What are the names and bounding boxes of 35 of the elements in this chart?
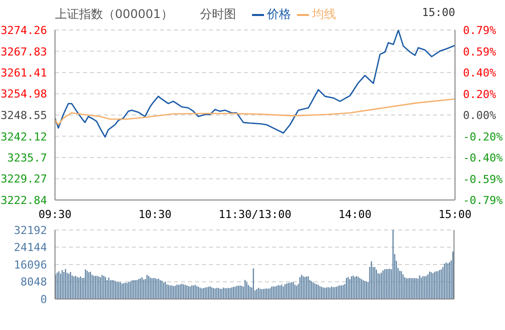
y2-tick-label: -0.20% (463, 130, 504, 144)
x-tick-label: 09:30 (38, 208, 72, 221)
x-tick-label: 15:00 (438, 208, 472, 221)
y-tick-label: 24144 (14, 241, 48, 254)
y2-tick-label: 0.00% (463, 109, 496, 122)
y-tick-label: 3222.84 (0, 194, 48, 207)
y-tick-label: 3267.83 (0, 45, 47, 58)
legend-label: 价格 (266, 6, 291, 23)
y-tick-label: 8048 (20, 276, 47, 289)
y-tick-label: 3261.41 (0, 66, 47, 80)
chart-title: 上证指数（000001） (55, 6, 173, 23)
x-tick-label: 14:00 (338, 208, 372, 221)
y-tick-label: 3274.26 (0, 24, 47, 37)
y-tick-label: 3242.12 (0, 130, 47, 144)
y-tick-label: 3248.55 (0, 109, 47, 122)
legend-label: 均线 (311, 6, 336, 23)
line-series (54, 98, 456, 126)
y2-tick-label: -0.40% (463, 152, 504, 164)
y2-tick-label: 0.20% (463, 88, 496, 101)
y2-tick-label: -0.79% (463, 194, 504, 207)
chart-subtitle: 分时图 (200, 6, 236, 23)
x-tick-label: 10:30 (138, 208, 172, 221)
x-tick-label: 11:30/13:00 (218, 208, 292, 221)
y-tick-label: 3229.27 (0, 172, 47, 186)
y2-tick-label: -0.59% (463, 172, 504, 186)
y2-tick-label: 0.40% (463, 66, 496, 80)
y-tick-label: 32192 (14, 224, 47, 237)
line-series (54, 30, 456, 138)
text: 15:00 (422, 6, 456, 19)
y-tick-label: 16096 (14, 258, 47, 272)
y-tick-label: 3235.7 (7, 151, 47, 164)
y-tick-label: 3254.98 (0, 88, 47, 101)
y-tick-label: 0 (40, 292, 47, 306)
y2-tick-label: 0.79% (463, 24, 496, 37)
y2-tick-label: 0.59% (463, 45, 496, 58)
